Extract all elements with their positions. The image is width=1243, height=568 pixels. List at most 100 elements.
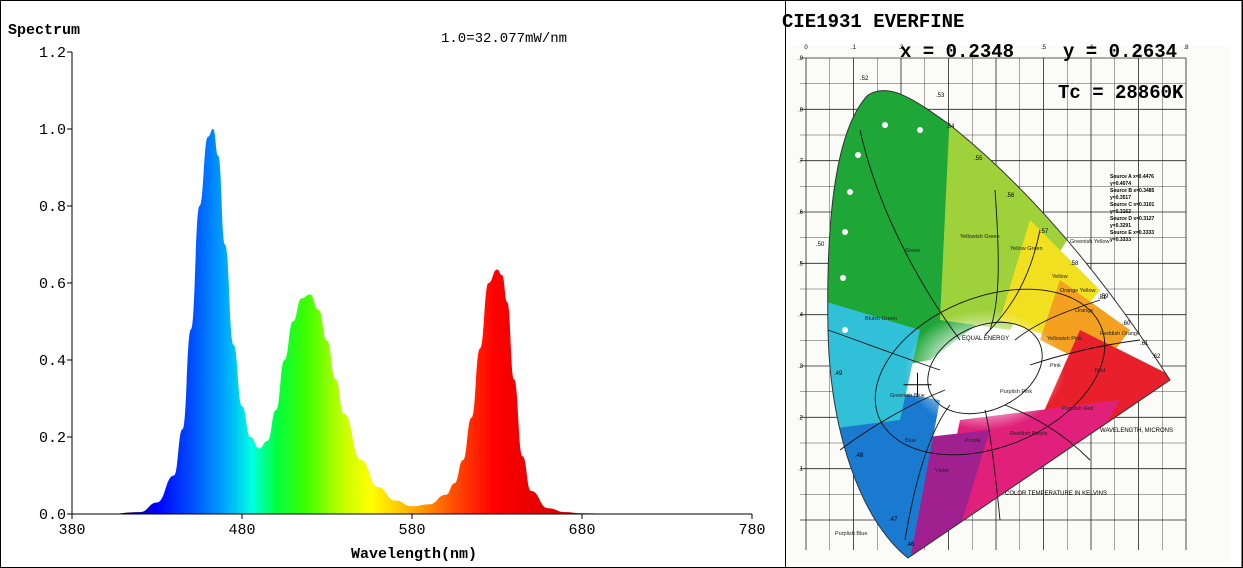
cie-x-tick-label: .5 bbox=[1041, 45, 1047, 51]
cie-x-tick-label: .3 bbox=[946, 45, 952, 51]
y-tick-label: 1.2 bbox=[39, 45, 66, 62]
x-ticks: 380 480 580 680 780 bbox=[58, 514, 766, 539]
wavelength-label: .51 bbox=[1098, 295, 1107, 301]
cie-y-tick-label: .7 bbox=[798, 159, 804, 165]
wavelength-label: .60 bbox=[1122, 321, 1131, 327]
region-label: Yellowish Green bbox=[960, 234, 1000, 240]
region-label: Orange Yellow bbox=[1060, 288, 1095, 294]
x-axis-label: Wavelength(nm) bbox=[351, 546, 477, 563]
region-label: Purplish Blue bbox=[835, 531, 867, 537]
locus-dot bbox=[917, 127, 923, 133]
region-label: Blue bbox=[905, 438, 916, 444]
cie-y-tick-label: .4 bbox=[798, 313, 804, 319]
region-label: Purplish Pink bbox=[1000, 389, 1032, 395]
cie-tc-value: Tc = 28860K bbox=[1058, 82, 1184, 104]
locus-dot bbox=[842, 229, 848, 235]
x-tick-label: 480 bbox=[228, 522, 255, 539]
region-labels: Green Yellowish Green Yellow Green Greenish… bbox=[835, 234, 1140, 537]
wavelength-label: .49 bbox=[834, 371, 843, 377]
cie-x-tick-labels: 0 .1 .2 .3 .4 .5 .6 .7 .8 bbox=[804, 45, 1189, 51]
region-label: Orange bbox=[1075, 308, 1093, 314]
source-line: Source C x=0.3101 bbox=[1110, 202, 1155, 208]
measured-point-marker bbox=[903, 372, 932, 397]
spectral-locus-markers bbox=[840, 122, 923, 333]
wavelength-label: .53 bbox=[936, 93, 945, 99]
source-line: y=0.3517 bbox=[1110, 195, 1131, 201]
region-label: Pink bbox=[1050, 363, 1061, 369]
region-label: Greenish Yellow bbox=[1070, 239, 1109, 245]
locus-dot bbox=[855, 152, 861, 158]
source-line: Source A x=0.4476 bbox=[1110, 174, 1154, 180]
locus-dot bbox=[882, 122, 888, 128]
region-label: Yellow bbox=[1052, 274, 1068, 280]
wavelength-label: .62 bbox=[1152, 354, 1161, 360]
cie-x-tick-label: .1 bbox=[851, 45, 857, 51]
color-temp-label: COLOR TEMPERATURE IN KELVINS bbox=[1005, 491, 1107, 497]
y-tick-label: 0.0 bbox=[39, 507, 66, 524]
region-label: Violet bbox=[935, 468, 949, 474]
region-label: Green bbox=[905, 248, 920, 254]
wavelength-label: .58 bbox=[1070, 261, 1079, 267]
cie-x-value: x = 0.2348 bbox=[900, 41, 1014, 63]
wavelength-label: .50 bbox=[816, 242, 825, 248]
region-label: Reddish Orange bbox=[1100, 331, 1140, 337]
cie-diagram: .46.47.48.49.50.51.52.53.54.55.56.57.58.… bbox=[782, 11, 1230, 564]
locus-dot bbox=[847, 189, 853, 195]
wavelength-label: .48 bbox=[855, 453, 864, 459]
cie-y-tick-label: .2 bbox=[798, 415, 804, 421]
x-tick-label: 580 bbox=[398, 522, 425, 539]
wavelength-label: .55 bbox=[974, 156, 983, 162]
spectrum-axes bbox=[71, 52, 752, 515]
spectrum-fill bbox=[72, 129, 752, 514]
cie-x-tick-label: .4 bbox=[993, 45, 999, 51]
y-tick-label: 1.0 bbox=[39, 122, 66, 139]
cie-y-tick-label: .3 bbox=[798, 364, 804, 370]
y-tick-label: 0.4 bbox=[39, 353, 66, 370]
normalization-annotation: 1.0=32.077mW/nm bbox=[441, 31, 567, 47]
region-boundaries bbox=[827, 129, 1141, 541]
region-label: Greenish Blue bbox=[890, 393, 925, 399]
cie-y-value: y = 0.2634 bbox=[1063, 41, 1177, 63]
y-tick-label: 0.8 bbox=[39, 199, 66, 216]
locus-dot bbox=[840, 275, 846, 281]
cie-x-tick-label: .2 bbox=[898, 45, 904, 51]
x-tick-label: 680 bbox=[568, 522, 595, 539]
locus-dot bbox=[842, 327, 848, 333]
spectrum-title: Spectrum bbox=[8, 22, 80, 39]
gamut-whitepoint bbox=[905, 310, 1065, 430]
cie-y-tick-label: .1 bbox=[798, 467, 804, 473]
region-label: Bluish Green bbox=[865, 316, 897, 322]
region-label: Purplish Red bbox=[1062, 406, 1094, 412]
cie-y-tick-label: .9 bbox=[798, 56, 804, 62]
wavelength-labels: .46 .47 .48 .49 .50 .51 .52 .53 .54 .55 .56 .57 .58.… bbox=[816, 76, 1161, 548]
wavelength-label: .59 bbox=[1100, 294, 1109, 300]
y-tick-label: 0.6 bbox=[39, 276, 66, 293]
source-line: y=0.3291 bbox=[1110, 223, 1131, 229]
cie-x-tick-label: .6 bbox=[1088, 45, 1094, 51]
source-line: y=0.3333 bbox=[1110, 237, 1131, 243]
cie-y-tick-labels: .1 .2 .3 .4 .5 .6 .7 .8 .9 bbox=[798, 56, 804, 473]
cie-y-tick-label: .5 bbox=[798, 261, 804, 267]
spectrum-area bbox=[72, 129, 752, 514]
equal-energy-label: EQUAL ENERGY bbox=[962, 336, 1009, 342]
cie-y-tick-label: .8 bbox=[798, 107, 804, 113]
source-line: y=0.4074 bbox=[1110, 181, 1131, 187]
x-tick-label: 380 bbox=[58, 522, 85, 539]
region-label: Red bbox=[1095, 368, 1105, 374]
cie-y-tick-label: .6 bbox=[798, 210, 804, 216]
region-label: Purple bbox=[965, 438, 981, 444]
region-label: Yellowish Pink bbox=[1047, 336, 1082, 342]
region-label: Reddish Purple bbox=[1010, 431, 1048, 437]
x-tick-label: 780 bbox=[738, 522, 765, 539]
source-line: y=0.3162 bbox=[1110, 209, 1131, 215]
y-tick-label: 0.2 bbox=[39, 430, 66, 447]
cie-title: CIE1931 EVERFINE bbox=[782, 11, 964, 33]
source-line: Source D x=0.3127 bbox=[1110, 216, 1155, 222]
wavelength-label: .52 bbox=[860, 76, 869, 82]
cie-x-tick-label: 0 bbox=[804, 45, 808, 51]
wavelength-label: .61 bbox=[1140, 341, 1149, 347]
y-ticks: 0.0 0.2 0.4 0.6 0.8 1.0 1.2 bbox=[39, 45, 72, 524]
cie-x-tick-label: .7 bbox=[1136, 45, 1142, 51]
